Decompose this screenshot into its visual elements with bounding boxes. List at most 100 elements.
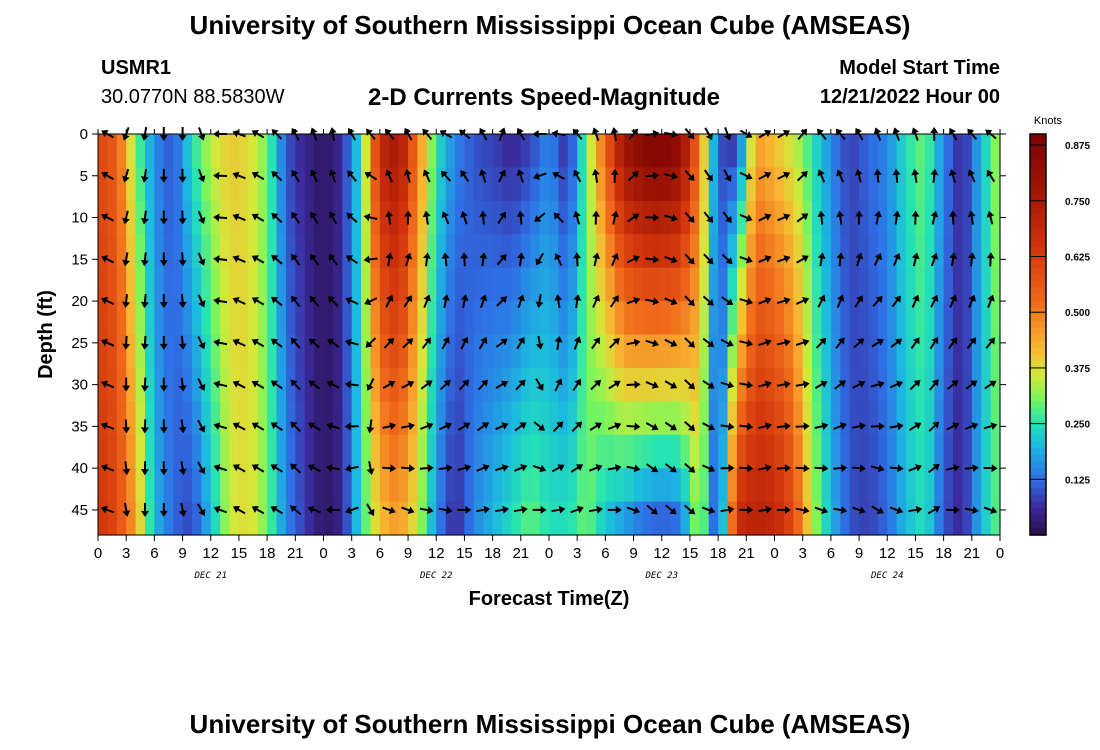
heatmap-cell: [210, 334, 221, 369]
heatmap-cell: [163, 301, 174, 336]
current-arrow: [627, 213, 640, 223]
current-arrow: [345, 255, 359, 265]
arrow-head: [650, 465, 659, 473]
arrow-head: [464, 464, 472, 472]
heatmap-cell: [351, 301, 362, 336]
heatmap-cell: [455, 301, 466, 336]
heatmap-cell: [689, 468, 700, 503]
arrow-head: [613, 380, 621, 388]
arrow-head: [728, 464, 735, 473]
colorbar-segment: [1030, 207, 1046, 215]
current-arrow: [498, 127, 507, 141]
current-arrow: [534, 212, 546, 222]
current-arrow: [908, 505, 923, 514]
arrow-head: [746, 380, 754, 389]
arrow-head: [140, 218, 149, 225]
arrow-head: [949, 210, 957, 217]
current-arrow: [776, 297, 791, 305]
heatmap-cell: [417, 367, 428, 402]
current-arrow: [460, 252, 469, 267]
current-arrow: [948, 169, 957, 183]
current-arrow: [626, 464, 641, 473]
heatmap-cell: [520, 434, 531, 469]
current-arrow: [178, 461, 187, 476]
colorbar-segment: [1030, 408, 1046, 416]
heatmap-cell: [361, 434, 372, 469]
heatmap-cell: [492, 167, 503, 202]
heatmap-cell: [285, 434, 296, 469]
current-arrow: [928, 379, 939, 391]
heatmap-cell: [887, 301, 898, 336]
current-arrow: [385, 252, 394, 267]
heatmap-cell: [783, 401, 794, 436]
heatmap-cell: [680, 234, 691, 269]
colorbar-frame: [1029, 133, 1047, 536]
heatmap-cell: [830, 468, 841, 503]
arrow-head: [122, 385, 131, 392]
heatmap-cell: [746, 334, 757, 369]
heatmap-cell: [285, 267, 296, 302]
current-arrow: [328, 253, 338, 266]
current-arrow: [870, 422, 885, 431]
heatmap-cell: [323, 167, 334, 202]
arrow-head: [198, 217, 206, 224]
heatmap-cell: [953, 501, 964, 536]
heatmap-cell: [624, 234, 635, 269]
heatmap-cell: [98, 200, 108, 235]
heatmap-cell: [464, 434, 475, 469]
heatmap-cell: [304, 434, 315, 469]
colorbar-segment: [1030, 481, 1046, 489]
heatmap-cell: [201, 367, 212, 402]
heatmap-cell: [924, 167, 935, 202]
arrow-head: [213, 255, 220, 264]
current-arrow: [703, 211, 714, 223]
arrow-head: [728, 422, 735, 431]
heatmap-cell: [248, 501, 259, 536]
heatmap-cell: [520, 267, 531, 302]
current-arrow: [930, 252, 939, 267]
heatmap-cell: [144, 167, 155, 202]
heatmap-cell: [755, 134, 766, 169]
heatmap-cell: [98, 468, 108, 503]
heatmap-cell: [154, 200, 165, 235]
colorbar-segment: [1030, 234, 1046, 242]
arrow-head: [671, 172, 678, 180]
heatmap-cell: [774, 334, 785, 369]
heatmap-cell: [746, 301, 757, 336]
arrow-head: [784, 505, 791, 514]
heatmap-cell: [840, 401, 851, 436]
heatmap-cell: [830, 200, 841, 235]
current-arrow: [796, 213, 809, 223]
x-tick-label: 9: [629, 545, 637, 562]
arrow-head: [516, 210, 525, 217]
colorbar-segment: [1030, 267, 1046, 275]
heatmap-cell: [154, 267, 165, 302]
heatmap-cell: [774, 267, 785, 302]
arrow-head: [727, 505, 735, 514]
heatmap-cell: [962, 334, 973, 369]
heatmap-cell: [934, 267, 945, 302]
current-arrow: [947, 337, 958, 350]
heatmap-cell: [351, 434, 362, 469]
current-arrow: [178, 210, 187, 225]
arrow-head: [425, 380, 433, 388]
heatmap-cell: [267, 134, 278, 169]
arrow-head: [633, 506, 641, 514]
heatmap-cell: [229, 468, 240, 503]
heatmap-cell: [144, 401, 155, 436]
heatmap-cell: [906, 334, 917, 369]
heatmap-cell: [539, 301, 550, 336]
heatmap-cell: [642, 401, 653, 436]
current-arrow: [833, 464, 848, 473]
heatmap-cell: [868, 434, 879, 469]
arrow-head: [251, 255, 259, 263]
heatmap-cell: [464, 301, 475, 336]
current-arrow: [270, 380, 283, 390]
colorbar-tick-label: 0.875: [1065, 141, 1090, 152]
heatmap-cell: [445, 401, 456, 436]
heatmap-cell: [614, 200, 625, 235]
colorbar-segment: [1030, 307, 1046, 316]
current-arrow: [140, 126, 149, 141]
heatmap-cell: [220, 401, 231, 436]
heatmap-cell: [520, 501, 531, 536]
